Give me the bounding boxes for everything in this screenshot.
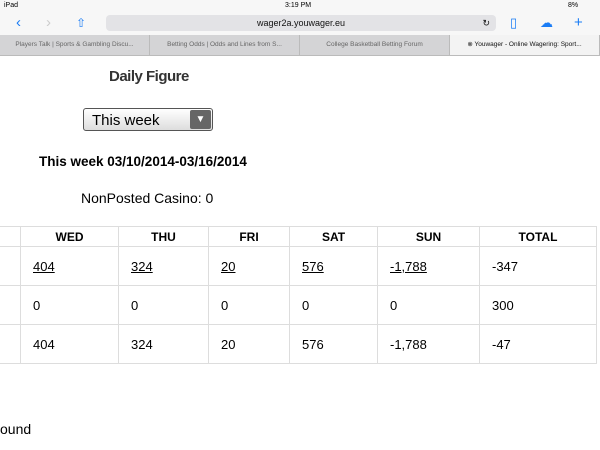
bookmarks-icon[interactable]: ▯ <box>510 15 518 30</box>
cell-total: -47 <box>479 324 597 364</box>
cell-total: 300 <box>479 285 597 325</box>
address-bar[interactable]: wager2a.youwager.eu ↻ <box>106 15 496 31</box>
close-tab-icon[interactable]: ⊗ <box>467 41 475 48</box>
cell <box>0 246 21 286</box>
tab-betting-odds[interactable]: Betting Odds | Odds and Lines from S... <box>150 35 300 55</box>
cell <box>0 285 21 325</box>
table-row: 404 324 20 576 -1,788 -47 <box>0 324 597 364</box>
page-title: Daily Figure <box>109 68 189 85</box>
icloud-tabs-icon[interactable]: ☁ <box>540 15 553 30</box>
cell-link[interactable]: 324 <box>118 246 209 286</box>
cell: 0 <box>377 285 480 325</box>
cell: -1,788 <box>377 324 480 364</box>
col-header <box>0 226 21 247</box>
col-header-fri: FRI <box>208 226 290 247</box>
table-row: 404 324 20 576 -1,788 -347 <box>0 246 597 286</box>
tab-label: Youwager - Online Wagering: Sport... <box>474 41 582 48</box>
footer-text: ound <box>0 421 32 437</box>
cell: 0 <box>208 285 290 325</box>
new-tab-icon[interactable]: + <box>574 14 583 31</box>
cell-link[interactable]: 404 <box>20 246 119 286</box>
tab-college-basketball[interactable]: College Basketball Betting Forum <box>300 35 450 55</box>
battery-level: 8% <box>568 2 579 9</box>
cell: 576 <box>289 324 378 364</box>
col-header-total: TOTAL <box>479 226 597 247</box>
back-icon[interactable]: ‹ <box>16 14 21 31</box>
daily-figure-table: WED THU FRI SAT SUN TOTAL 404 324 20 576… <box>0 226 597 364</box>
cell: 0 <box>20 285 119 325</box>
table-row: 0 0 0 0 0 300 <box>0 285 597 325</box>
tab-players-talk[interactable]: Players Talk | Sports & Gambling Discu..… <box>0 35 150 55</box>
cell-link[interactable]: 576 <box>289 246 378 286</box>
period-select-value: This week <box>92 112 160 129</box>
col-header-sat: SAT <box>289 226 378 247</box>
url-text: wager2a.youwager.eu <box>256 18 346 28</box>
tab-youwager[interactable]: ⊗ Youwager - Online Wagering: Sport... <box>450 35 600 55</box>
forward-icon[interactable]: › <box>46 14 51 31</box>
table-header: WED THU FRI SAT SUN TOTAL <box>0 226 597 247</box>
cell-link[interactable]: 20 <box>208 246 290 286</box>
col-header-wed: WED <box>20 226 119 247</box>
week-label: This week 03/10/2014-03/16/2014 <box>39 154 247 169</box>
cell: 324 <box>118 324 209 364</box>
tab-bar: Players Talk | Sports & Gambling Discu..… <box>0 35 600 56</box>
col-header-sun: SUN <box>377 226 480 247</box>
share-icon[interactable]: ⇧ <box>76 16 87 30</box>
nonposted-casino: NonPosted Casino: 0 <box>81 190 214 206</box>
device-label: iPad <box>4 2 19 9</box>
cell-total: -347 <box>479 246 597 286</box>
cell: 0 <box>289 285 378 325</box>
col-header-thu: THU <box>118 226 209 247</box>
browser-toolbar: ‹ › ⇧ wager2a.youwager.eu ↻ ▯ ☁ + <box>0 12 600 35</box>
cell: 404 <box>20 324 119 364</box>
reload-icon[interactable]: ↻ <box>482 18 490 28</box>
cell <box>0 324 21 364</box>
status-bar: iPad 3:19 PM 8% <box>0 0 600 12</box>
clock: 3:19 PM <box>285 2 312 9</box>
cell-link[interactable]: -1,788 <box>377 246 480 286</box>
period-select[interactable]: This week ▼ <box>83 108 213 131</box>
cell: 20 <box>208 324 290 364</box>
cell: 0 <box>118 285 209 325</box>
dropdown-arrow-icon: ▼ <box>190 110 211 129</box>
